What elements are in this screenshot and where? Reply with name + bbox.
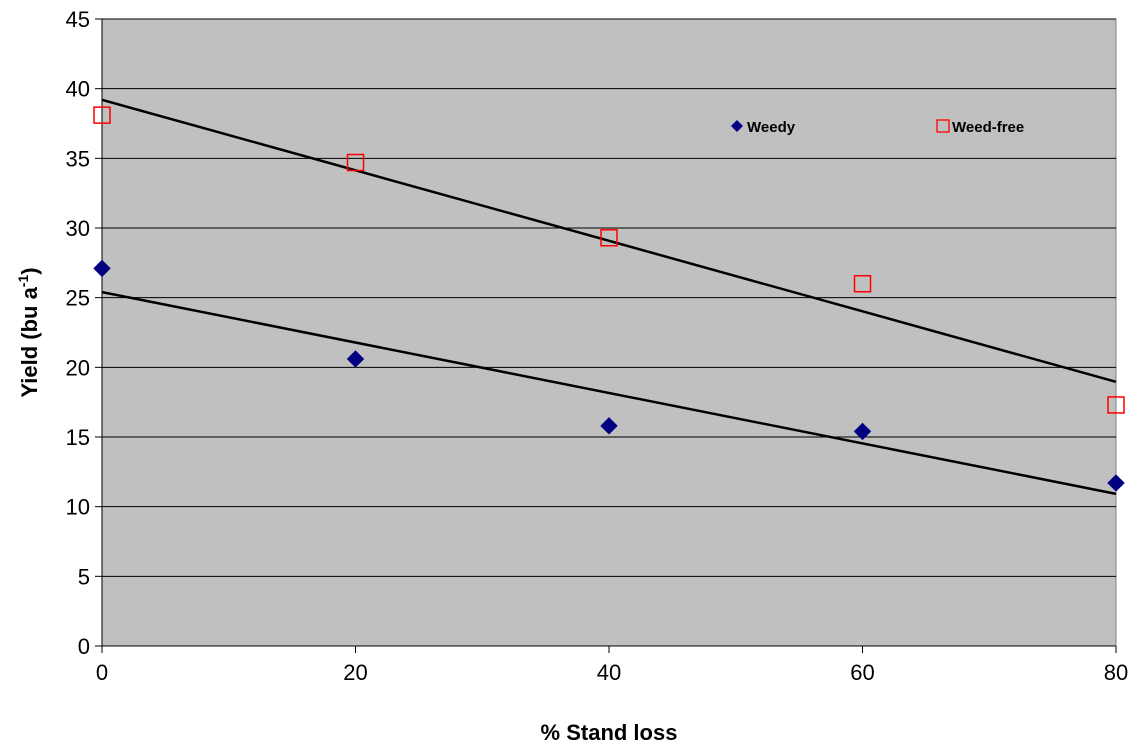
x-tick-label: 60 (850, 660, 874, 685)
y-axis-title-close: ) (17, 267, 42, 274)
legend-marker-weedy (731, 120, 743, 132)
point-weedy (853, 422, 872, 441)
point-weed-free (93, 106, 111, 124)
y-tick-label: 10 (66, 495, 90, 520)
legend-label-weed-free: Weed-free (952, 119, 1024, 136)
point-weedy (1107, 474, 1125, 492)
y-tick-labels: 0 5 10 15 20 25 30 35 40 45 (66, 7, 90, 659)
legend-marker-weed-free (936, 119, 950, 133)
y-tick-label: 30 (66, 216, 90, 241)
y-axis-title-main: Yield (bu a (17, 286, 42, 397)
trendline-weedy (101, 290, 1117, 496)
y-tick-label: 20 (66, 355, 90, 380)
gridlines (102, 18, 1116, 577)
y-tick-label: 5 (78, 564, 90, 589)
x-tick-label: 80 (1104, 660, 1128, 685)
x-axis-title: % Stand loss (541, 720, 678, 745)
y-tick-label: 25 (66, 286, 90, 311)
point-weed-free (1107, 396, 1125, 414)
y-tick-label: 0 (78, 634, 90, 659)
y-tick-label: 15 (66, 425, 90, 450)
plot-area (101, 18, 1117, 647)
point-weed-free (346, 153, 365, 172)
y-tick-label: 40 (66, 77, 90, 102)
x-tick-label: 0 (96, 660, 108, 685)
y-tick-label: 35 (66, 146, 90, 171)
point-weed-free (600, 229, 618, 247)
legend-label-weedy: Weedy (747, 119, 796, 136)
trendlines (101, 98, 1117, 496)
x-tick-labels: 0 20 40 60 80 (96, 660, 1128, 685)
data-points (93, 106, 1125, 492)
x-tick-label: 20 (343, 660, 367, 685)
point-weedy (600, 417, 618, 435)
legend: Weedy Weed-free (731, 119, 1024, 136)
x-tick-label: 40 (597, 660, 621, 685)
y-axis-title-superscript: -1 (15, 275, 31, 288)
point-weedy (93, 259, 111, 278)
point-weedy (346, 350, 365, 368)
y-axis-title: Yield (bu a-1) (15, 267, 42, 397)
point-weed-free (853, 274, 872, 293)
trendline-weed-free (101, 98, 1117, 384)
y-tick-label: 45 (66, 7, 90, 32)
